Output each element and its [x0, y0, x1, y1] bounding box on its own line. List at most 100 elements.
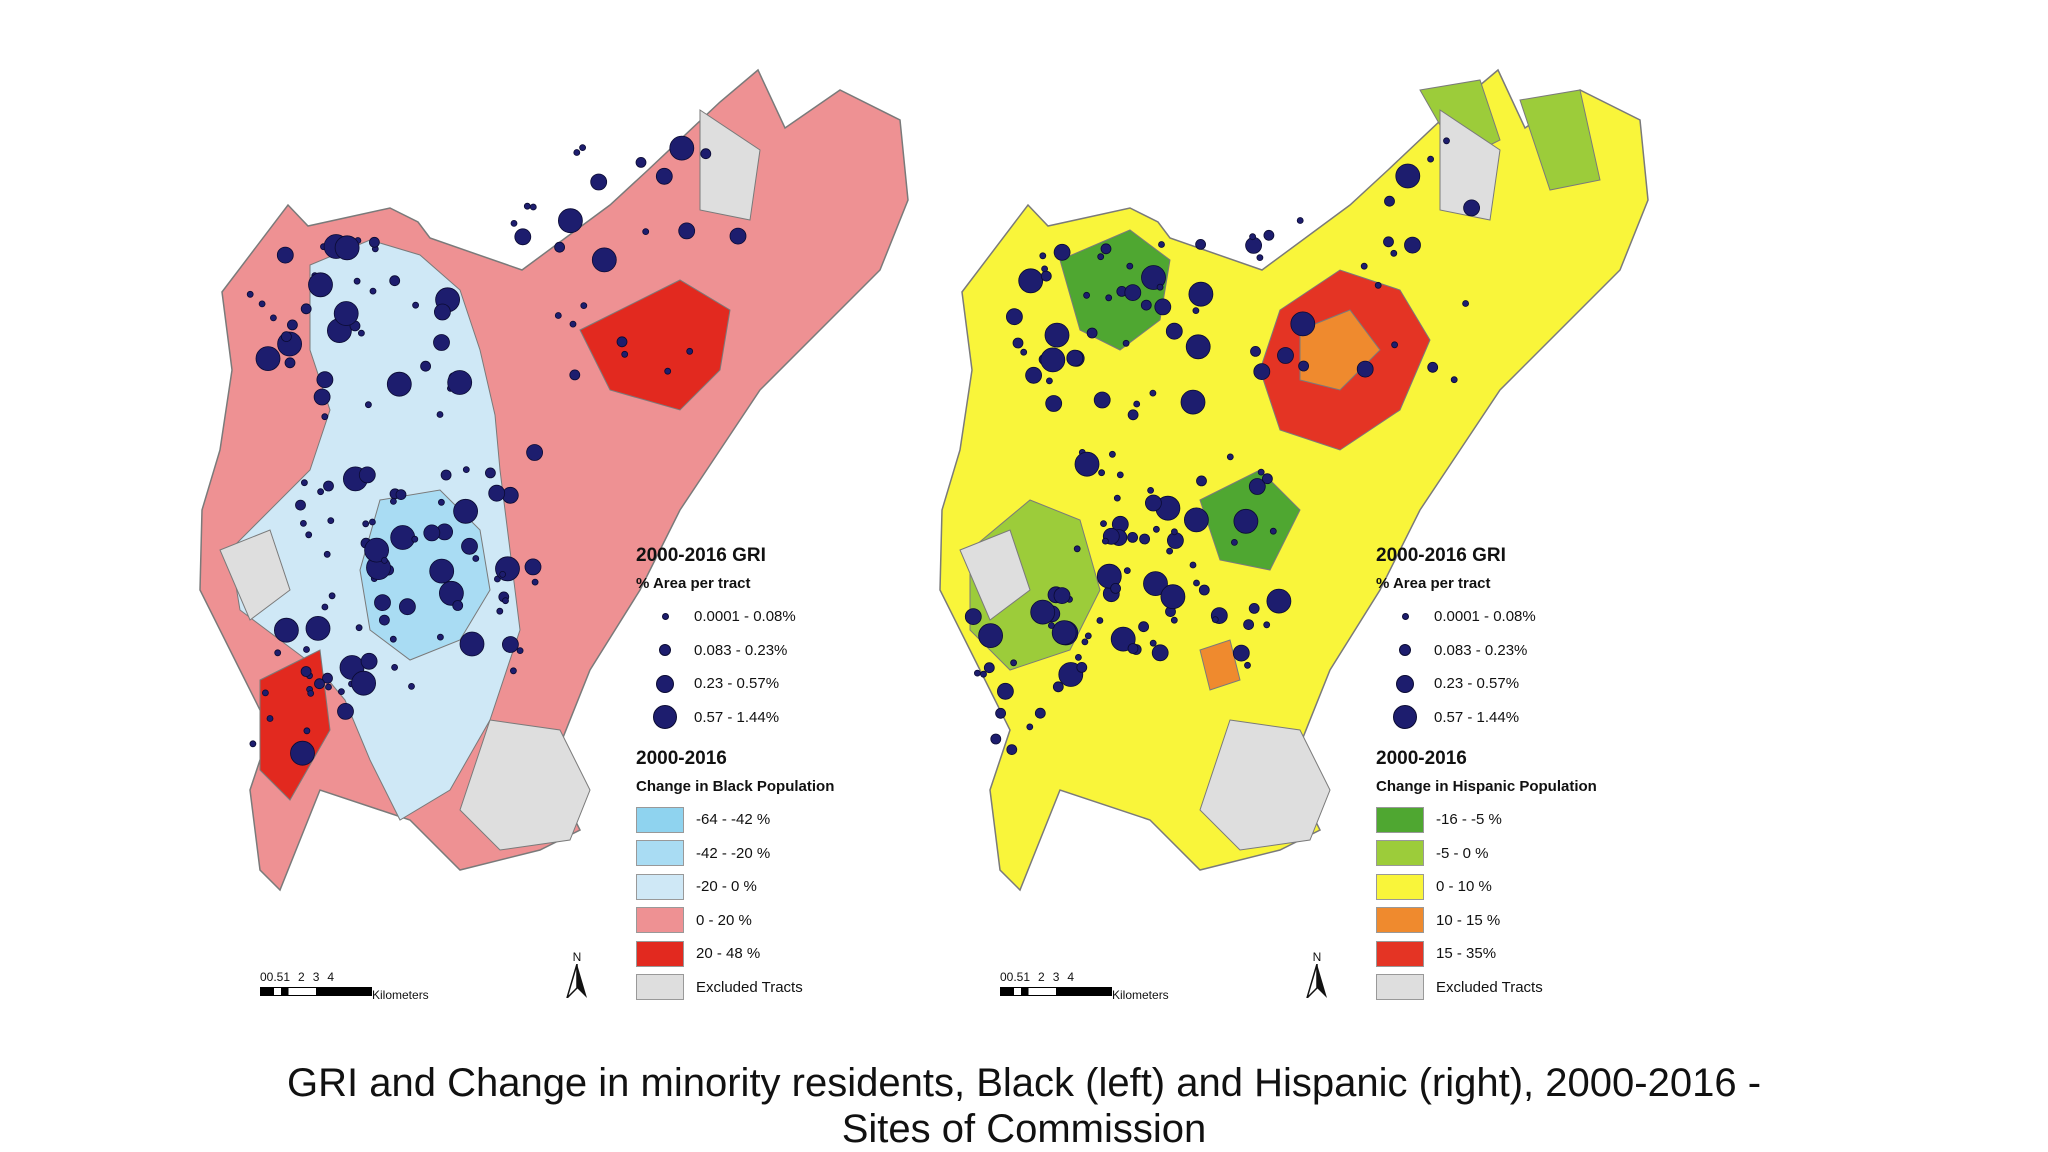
change-class-label: 0 - 10 % [1436, 878, 1492, 896]
gri-dot [436, 411, 444, 418]
gri-class-label: 0.083 - 0.23% [1434, 641, 1528, 659]
change-legend-title: 2000-2016 [636, 748, 727, 769]
gri-dot [305, 531, 313, 539]
gri-dot [1147, 486, 1155, 494]
gri-dot [262, 689, 269, 697]
gri-dot [1053, 243, 1071, 261]
change-class-4: 10 - 15 % [1376, 904, 1676, 938]
gri-dot [655, 167, 673, 185]
gri-dot [1039, 252, 1047, 260]
excluded-tracts [959, 109, 1501, 851]
gri-dot [1374, 281, 1382, 289]
southwest-growth-region [259, 649, 331, 801]
gri-dot [997, 682, 1014, 700]
gri-class-label: 0.0001 - 0.08% [1434, 608, 1536, 626]
gri-dot [1198, 584, 1210, 596]
gri-dot [1383, 236, 1394, 248]
gri-dot [325, 683, 332, 691]
change-class-label: -42 - -20 % [696, 844, 771, 862]
scale-tick: 2 [1038, 970, 1045, 984]
gri-dot [295, 499, 306, 511]
gri-dot [1249, 233, 1257, 241]
change-legend-title: 2000-2016 [1376, 748, 1467, 769]
gri-dot [1026, 723, 1034, 731]
gri-dot [274, 617, 299, 643]
north-label: N [572, 950, 582, 964]
gri-dot [1170, 616, 1178, 624]
gri-dot [510, 219, 518, 227]
gri-dot [1093, 391, 1111, 409]
gri-dot [1066, 349, 1084, 367]
gri-dot [1269, 527, 1277, 535]
gri-dot [300, 479, 308, 487]
gri-dot [437, 498, 445, 506]
gri-dot [1450, 376, 1458, 384]
figure-caption: GRI and Change in minority residents, Bl… [0, 1060, 2048, 1152]
gri-dot [669, 135, 695, 161]
gri-dot [378, 614, 390, 626]
gri-dot [554, 241, 566, 253]
gri-dot [327, 517, 335, 525]
gri-dot [1404, 236, 1421, 254]
gri-dot [1074, 654, 1082, 661]
gri-dot [1140, 299, 1152, 311]
gri-dot [1263, 621, 1271, 629]
gri-dot [1149, 389, 1157, 397]
legend-swatch [1376, 806, 1424, 833]
change-class-5: 15 - 35% [1376, 937, 1676, 971]
north-label: N [1312, 950, 1322, 964]
gri-dot [1126, 262, 1134, 270]
gri-class-1: 0.0001 - 0.08% [636, 600, 936, 634]
gri-dot-symbol [1396, 674, 1414, 693]
gri-dot [1391, 341, 1399, 349]
legend-swatch [1376, 940, 1424, 967]
gri-dot [1073, 545, 1081, 553]
gri-dot [573, 149, 581, 156]
change-class-label: -16 - -5 % [1436, 811, 1502, 829]
gri-dot [1195, 238, 1207, 250]
gri-dot [1081, 638, 1089, 646]
gri-dot [1149, 639, 1157, 647]
gri-dot [333, 301, 359, 326]
gri-dot [686, 347, 694, 355]
gri-class-4: 0.57 - 1.44% [1376, 701, 1676, 735]
gri-dot [472, 555, 480, 562]
gri-dot [1211, 616, 1219, 623]
gri-dot [1138, 621, 1150, 633]
gri-dot [1105, 294, 1113, 302]
gri-class-label: 0.57 - 1.44% [694, 708, 780, 726]
gri-dot [303, 727, 311, 735]
gri-dot [1296, 217, 1304, 224]
gri-dot [1266, 588, 1292, 614]
gri-dot [1427, 361, 1439, 373]
gri-dot [569, 369, 581, 381]
gri-dot [1257, 468, 1265, 476]
gri-dot [447, 370, 473, 395]
gri-dot [995, 707, 1006, 719]
gri-dot [1192, 307, 1200, 315]
gri-dot [308, 272, 333, 298]
change-class-1: -64 - -42 % [636, 803, 936, 837]
gri-dot [357, 329, 365, 337]
gri-dot [1122, 339, 1130, 347]
change-class-3: 0 - 10 % [1376, 870, 1676, 904]
legend-swatch [636, 940, 684, 967]
gri-dot [569, 320, 577, 328]
gri-dot [729, 227, 747, 245]
gri-dot [1045, 395, 1063, 412]
gri-dot [362, 520, 370, 528]
excluded-tracts [219, 109, 761, 851]
gri-dot [590, 173, 608, 191]
gri-dot-symbol [659, 644, 671, 657]
gri-dot [436, 633, 444, 641]
gri-dot [300, 666, 312, 677]
gri-dot [459, 631, 485, 657]
gri-dot [1096, 617, 1104, 624]
gri-dot [266, 715, 274, 722]
gri-dot [374, 594, 391, 611]
gri-dot [307, 690, 315, 697]
gri-class-2: 0.083 - 0.23% [1376, 634, 1676, 668]
gri-dot [1006, 308, 1023, 326]
gri-class-label: 0.083 - 0.23% [694, 641, 788, 659]
legend: 2000-2016 GRI % Area per tract 0.0001 - … [636, 545, 936, 1004]
